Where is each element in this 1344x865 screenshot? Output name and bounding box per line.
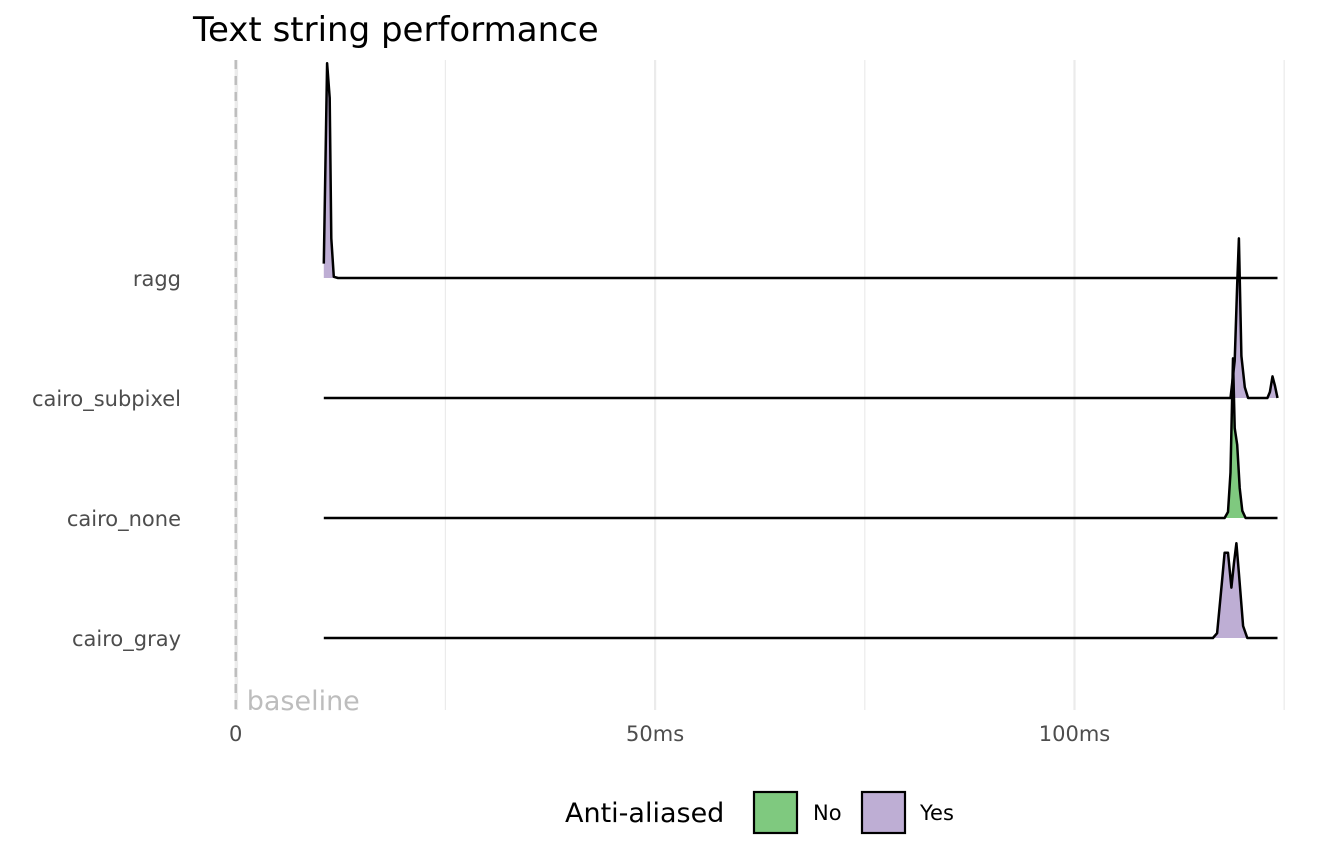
y-tick-label: cairo_subpixel [32, 387, 181, 412]
y-tick-label: cairo_none [67, 507, 181, 532]
y-tick-label: cairo_gray [72, 627, 181, 652]
legend: Anti-aliased No Yes [565, 790, 954, 835]
ridge-fill-cairo_subpixel [323, 238, 1278, 398]
x-tick-label: 100ms [1039, 722, 1110, 746]
density-ridges [322, 61, 1279, 640]
ridge-cairo_gray [323, 541, 1278, 640]
legend-label: Yes [919, 801, 954, 825]
legend-label: No [813, 801, 842, 825]
x-axis: 0 50ms 100ms [229, 722, 1110, 746]
chart-title: Text string performance [192, 10, 599, 50]
ridge-cairo_subpixel [323, 237, 1279, 400]
ridge-line-cairo_none [323, 357, 1278, 520]
baseline-reference: baseline [234, 60, 360, 717]
ridge-fill-cairo_none [323, 358, 1278, 518]
legend-title: Anti-aliased [565, 798, 724, 829]
ridge-line-cairo_gray [323, 541, 1278, 640]
legend-key-no [752, 790, 799, 835]
ridge-ragg [322, 61, 1278, 280]
y-tick-label: ragg [133, 267, 181, 291]
x-tick-label: 50ms [626, 722, 684, 746]
x-tick-label: 0 [229, 722, 242, 746]
y-axis: cairo_gray cairo_none cairo_subpixel ragg [32, 267, 181, 652]
gridlines [234, 60, 1285, 710]
ridge-fill-ragg [323, 63, 1278, 279]
ridge-line-cairo_subpixel [323, 237, 1279, 400]
ridge-fill-cairo_gray [323, 543, 1278, 638]
legend-key-yes [860, 790, 907, 835]
ridge-cairo_none [323, 357, 1278, 520]
baseline-label: baseline [247, 686, 360, 717]
ridge-line-ragg [322, 61, 1278, 280]
